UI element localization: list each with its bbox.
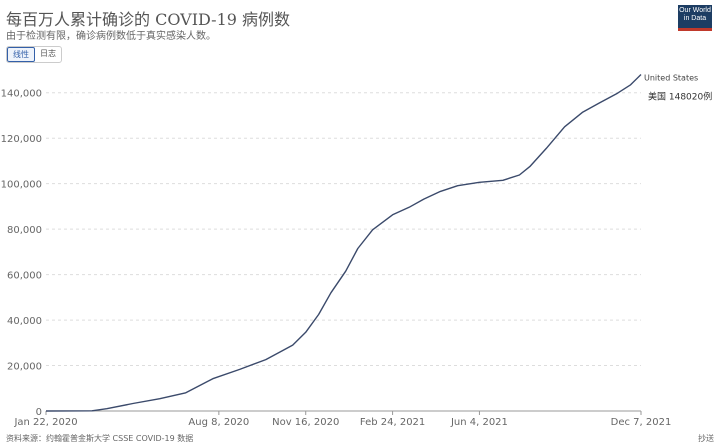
- y-tick-label: 20,000: [7, 362, 42, 373]
- y-tick-label: 60,000: [7, 271, 42, 282]
- series-line-united-states: [45, 74, 642, 412]
- license-link[interactable]: 抄送: [698, 434, 714, 443]
- x-tick-label: Nov 16, 2020: [272, 417, 339, 428]
- series-group: United States 美国 148020例: [45, 74, 712, 412]
- x-tick-label: Aug 8, 2020: [188, 417, 249, 428]
- chart-subtitle: 由于检测有限，确诊病例数低于真实感染人数。: [6, 31, 216, 42]
- chart-title: 每百万人累计确诊的 COVID-19 病例数: [6, 10, 291, 29]
- y-tick-label: 100,000: [1, 180, 42, 191]
- logo-line-2: in Data: [683, 15, 707, 22]
- y-tick-label: 40,000: [7, 316, 42, 327]
- series-label-united-states: United States: [644, 74, 698, 83]
- y-tick-label: 140,000: [1, 89, 42, 100]
- grid-lines: [46, 92, 641, 412]
- x-tick-label: Jan 22, 2020: [13, 417, 77, 428]
- source-note: 资料来源：约翰霍普金斯大学 CSSE COVID-19 数据: [6, 434, 194, 443]
- y-tick-label: 120,000: [1, 134, 42, 145]
- scale-toggle: 线性 日志: [6, 46, 62, 63]
- logo-line-1: Our World: [679, 7, 711, 14]
- linear-scale-button[interactable]: 线性: [7, 47, 35, 62]
- x-tick-label: Jun 4, 2021: [450, 417, 508, 428]
- y-tick-label: 0: [36, 407, 42, 418]
- x-axis-ticks: Jan 22, 2020 Aug 8, 2020 Nov 16, 2020 Feb 2…: [13, 411, 671, 428]
- y-tick-label: 80,000: [7, 225, 42, 236]
- y-axis-ticks: 0 20,000 40,000 60,000 80,000 100,000 120,000 1…: [1, 89, 42, 418]
- log-scale-button[interactable]: 日志: [40, 49, 56, 58]
- series-end-value-label: 美国 148020例: [648, 91, 712, 103]
- x-tick-label: Feb 24, 2021: [360, 417, 425, 428]
- x-tick-label: Dec 7, 2021: [611, 417, 672, 428]
- owid-logo[interactable]: Our World in Data: [678, 5, 712, 31]
